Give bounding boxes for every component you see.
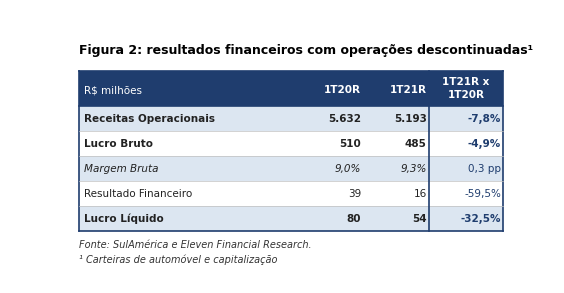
Text: ¹ Carteiras de automóvel e capitalização: ¹ Carteiras de automóvel e capitalização <box>79 254 277 265</box>
Text: 54: 54 <box>412 214 427 224</box>
Text: Receitas Operacionais: Receitas Operacionais <box>83 114 215 124</box>
Bar <box>363 206 429 231</box>
Bar <box>363 156 429 181</box>
Bar <box>429 206 503 231</box>
Bar <box>79 181 298 206</box>
Bar <box>429 71 503 106</box>
Bar <box>363 106 429 131</box>
Bar <box>298 71 363 106</box>
Text: R$ milhões: R$ milhões <box>83 86 142 96</box>
Text: 0,3 pp: 0,3 pp <box>468 164 501 174</box>
Text: 5.193: 5.193 <box>394 114 427 124</box>
Bar <box>79 156 298 181</box>
Bar <box>429 156 503 181</box>
Text: Lucro Bruto: Lucro Bruto <box>83 139 153 149</box>
Bar <box>79 131 298 156</box>
Text: 5.632: 5.632 <box>328 114 361 124</box>
Text: 16: 16 <box>413 189 427 199</box>
Bar <box>298 156 363 181</box>
Bar <box>79 206 298 231</box>
Text: 510: 510 <box>340 139 361 149</box>
Text: -32,5%: -32,5% <box>461 214 501 224</box>
Text: Resultado Financeiro: Resultado Financeiro <box>83 189 192 199</box>
Text: Fonte: SulAmérica e Eleven Financial Research.: Fonte: SulAmérica e Eleven Financial Res… <box>79 241 312 251</box>
Text: 80: 80 <box>347 214 361 224</box>
Text: Lucro Líquido: Lucro Líquido <box>83 214 164 224</box>
Text: Margem Bruta: Margem Bruta <box>83 164 158 174</box>
Text: 485: 485 <box>405 139 427 149</box>
Text: 1T21R: 1T21R <box>390 86 427 96</box>
Bar <box>298 131 363 156</box>
Bar <box>298 181 363 206</box>
Text: 39: 39 <box>348 189 361 199</box>
Bar <box>79 106 298 131</box>
Text: -59,5%: -59,5% <box>464 189 501 199</box>
Bar <box>429 181 503 206</box>
Text: 1T20R: 1T20R <box>324 86 361 96</box>
Bar <box>363 71 429 106</box>
Text: Figura 2: resultados financeiros com operações descontinuadas¹: Figura 2: resultados financeiros com ope… <box>79 44 534 57</box>
Bar <box>363 181 429 206</box>
Bar <box>429 106 503 131</box>
Bar <box>298 206 363 231</box>
Text: 9,3%: 9,3% <box>400 164 427 174</box>
Text: -7,8%: -7,8% <box>468 114 501 124</box>
Bar <box>79 71 298 106</box>
Bar <box>363 131 429 156</box>
Text: -4,9%: -4,9% <box>468 139 501 149</box>
Text: 9,0%: 9,0% <box>335 164 361 174</box>
Bar <box>429 131 503 156</box>
Bar <box>298 106 363 131</box>
Text: 1T21R x
1T20R: 1T21R x 1T20R <box>442 77 490 100</box>
